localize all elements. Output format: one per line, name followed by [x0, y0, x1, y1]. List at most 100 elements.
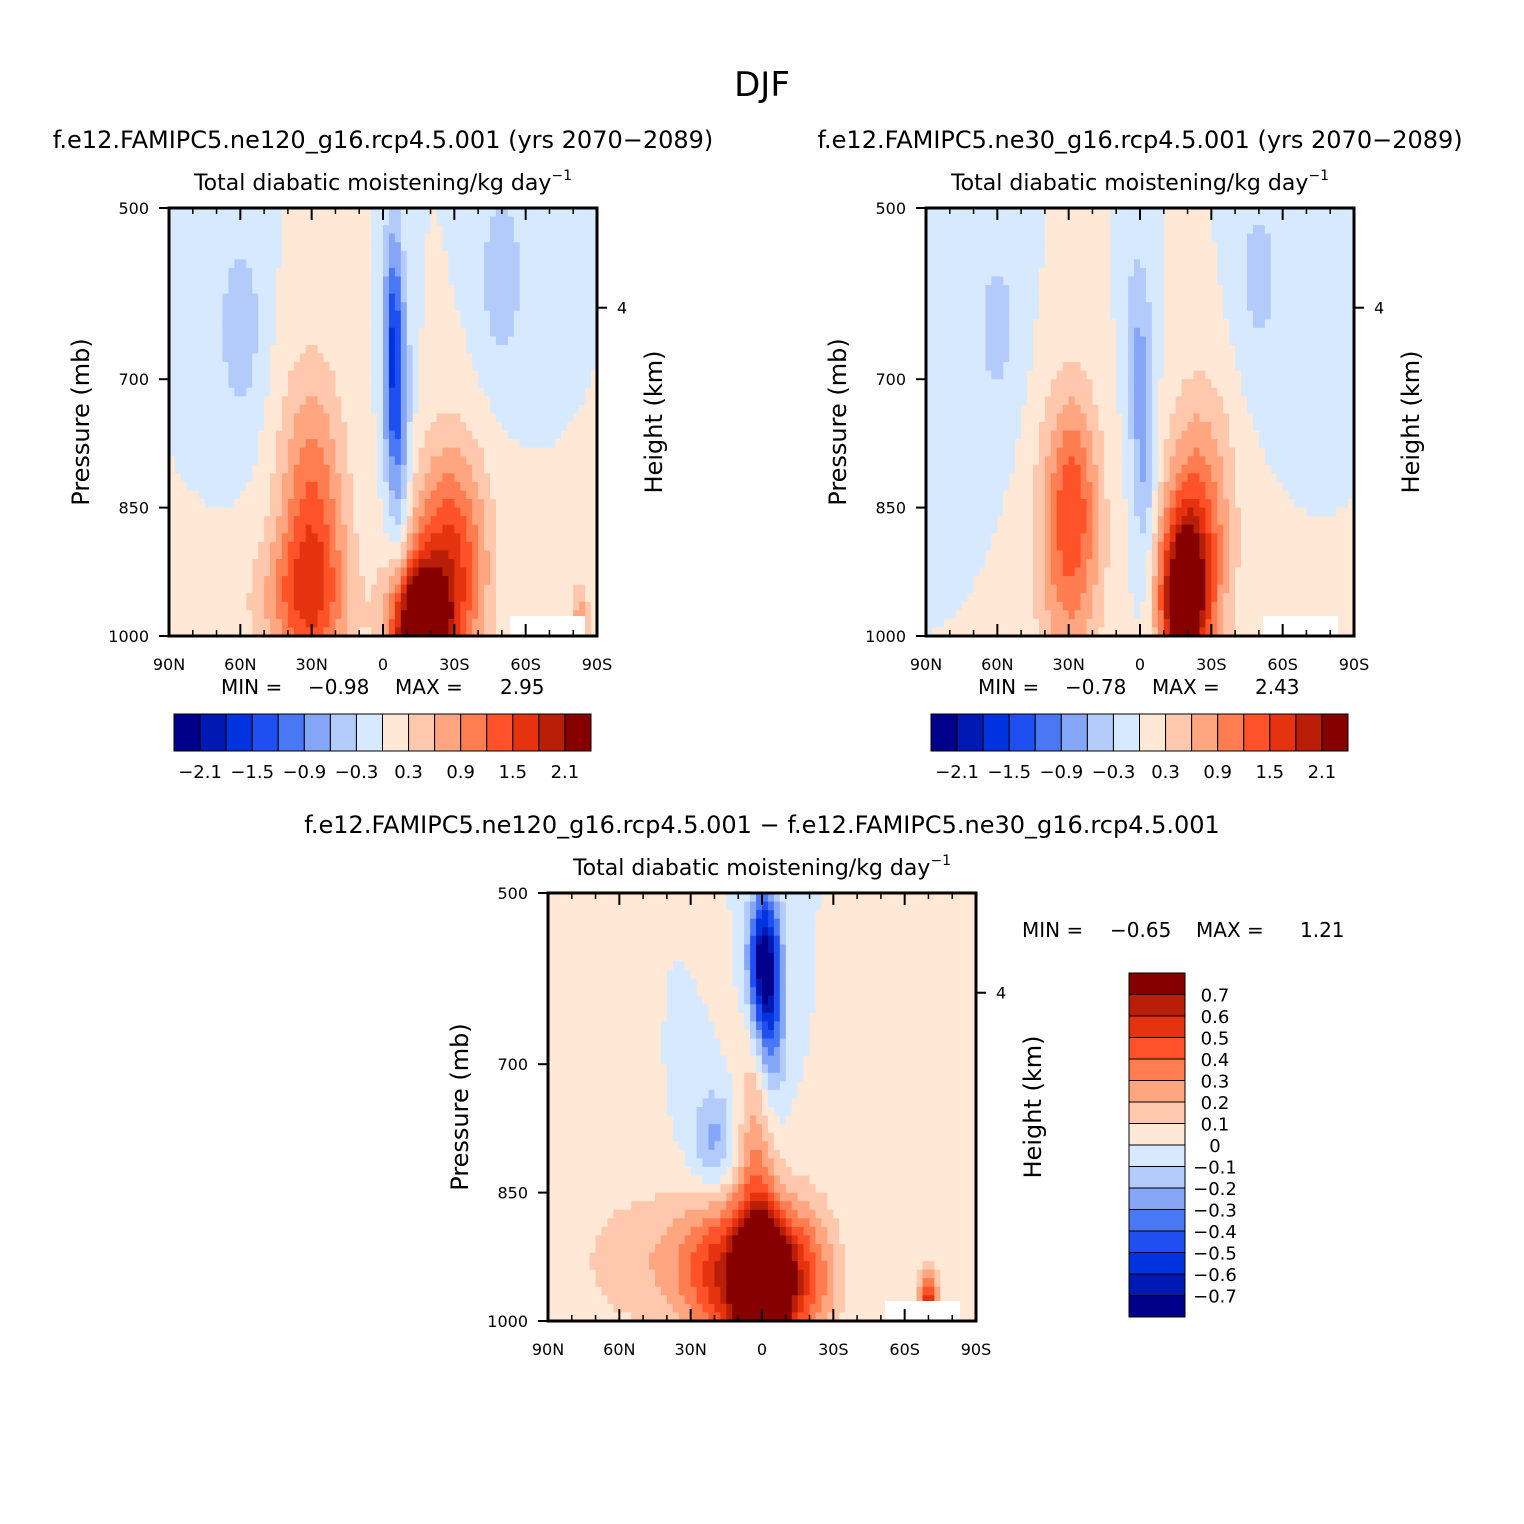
contour-cell [240, 473, 247, 483]
contour-cell [234, 362, 241, 372]
contour-cell [281, 396, 289, 406]
contour-cell [1009, 208, 1016, 218]
contour-cell [531, 327, 539, 337]
contour-cell [1033, 387, 1040, 397]
contour-cell [973, 362, 981, 372]
contour-cell [1074, 267, 1082, 278]
contour-cell [341, 464, 348, 474]
x-tick-label: 30N [296, 655, 328, 674]
contour-cell [365, 430, 372, 440]
contour-cell [961, 344, 969, 355]
contour-cell [180, 533, 188, 543]
contour-cell [926, 610, 933, 620]
contour-cell [454, 344, 461, 355]
contour-cell [234, 473, 241, 483]
contour-cell [436, 370, 444, 380]
contour-cell [525, 336, 533, 346]
contour-cell [198, 550, 206, 560]
contour-cell [210, 327, 218, 337]
contour-cell [1009, 541, 1016, 551]
contour-cell [997, 208, 1004, 218]
contour-cell [926, 464, 933, 474]
contour-cell [270, 362, 277, 372]
contour-cell [174, 216, 182, 226]
contour-cell [501, 541, 509, 551]
contour-cell [495, 208, 503, 218]
contour-cell [1033, 576, 1040, 586]
contour-cell [501, 216, 509, 226]
contour-cell [359, 499, 366, 509]
contour-cell [383, 396, 390, 406]
contour-cell [472, 558, 479, 569]
contour-cell [454, 319, 461, 329]
contour-cell [573, 285, 580, 295]
contour-cell [985, 593, 992, 603]
contour-cell [1015, 576, 1022, 586]
contour-cell [466, 327, 473, 337]
contour-cell [537, 533, 545, 543]
contour-cell [543, 430, 551, 440]
contour-cell [519, 293, 527, 303]
contour-cell [979, 413, 987, 423]
contour-cell [383, 490, 390, 500]
contour-cell [1003, 310, 1010, 320]
contour-cell [472, 533, 479, 543]
contour-cell [400, 516, 408, 526]
contour-cell [1021, 584, 1028, 594]
contour-cell [1050, 336, 1058, 346]
contour-cell [973, 225, 981, 235]
contour-cell [383, 259, 390, 269]
contour-cell [347, 516, 354, 526]
contour-cell [317, 344, 325, 355]
contour-cell [949, 225, 957, 235]
contour-cell [400, 413, 408, 423]
contour-cell [585, 618, 592, 629]
contour-cell [394, 370, 402, 380]
contour-cell [174, 567, 182, 577]
contour-cell [276, 456, 283, 466]
contour-cell [501, 302, 509, 312]
contour-cell [1044, 533, 1052, 543]
contour-cell [299, 362, 307, 372]
contour-cell [561, 584, 568, 594]
contour-cell [585, 225, 592, 235]
contour-cell [252, 259, 259, 269]
contour-cell [317, 533, 325, 543]
contour-cell [169, 456, 176, 466]
contour-cell [507, 404, 515, 415]
contour-cell [252, 422, 259, 432]
contour-cell [174, 516, 182, 526]
contour-cell [1050, 533, 1058, 543]
contour-cell [979, 225, 987, 235]
contour-cell [1033, 216, 1040, 226]
contour-cell [1027, 285, 1034, 295]
contour-cell [341, 430, 348, 440]
contour-cell [1015, 276, 1022, 286]
contour-cell [1009, 302, 1016, 312]
contour-cell [513, 558, 521, 569]
contour-cell [537, 319, 545, 329]
contour-cell [1009, 610, 1016, 620]
contour-cell [1015, 362, 1022, 372]
contour-cell [204, 353, 212, 363]
contour-cell [1015, 233, 1022, 243]
contour-cell [394, 618, 402, 629]
contour-cell [484, 293, 491, 303]
contour-cell [1027, 216, 1034, 226]
contour-cell [531, 302, 539, 312]
contour-cell [252, 285, 259, 295]
contour-cell [1003, 336, 1010, 346]
contour-cell [466, 302, 473, 312]
contour-cell [311, 387, 319, 397]
contour-cell [460, 310, 467, 320]
contour-cell [204, 267, 212, 278]
contour-cell [293, 576, 301, 586]
contour-cell [531, 601, 539, 611]
contour-cell [478, 285, 485, 295]
contour-cell [174, 490, 182, 500]
contour-cell [931, 302, 939, 312]
contour-cell [490, 387, 497, 397]
contour-cell [204, 285, 212, 295]
contour-cell [961, 208, 969, 218]
contour-cell [418, 216, 426, 226]
